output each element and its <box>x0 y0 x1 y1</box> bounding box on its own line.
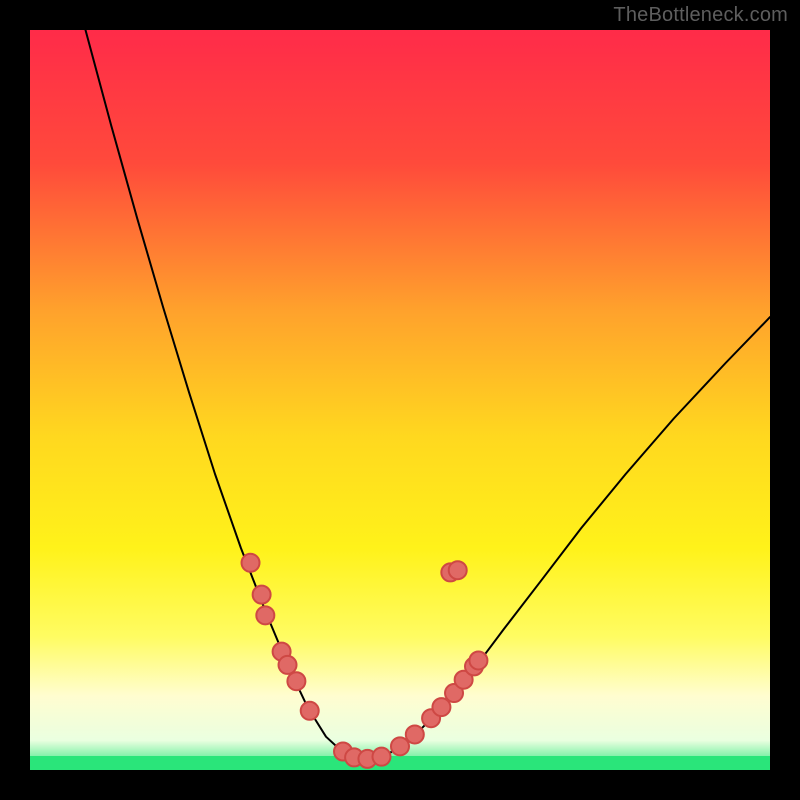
plot-area <box>30 30 770 770</box>
green-baseline-strip <box>30 756 770 770</box>
watermark-text: TheBottleneck.com <box>613 4 788 27</box>
gradient-background <box>30 30 770 770</box>
